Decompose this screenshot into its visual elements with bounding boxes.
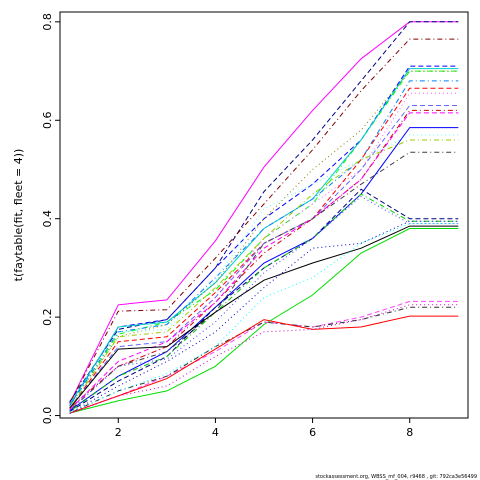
series-line-5 bbox=[69, 70, 459, 406]
footer-credit: stockassessment.org, WBSS_mf_004, r9468 … bbox=[315, 474, 477, 480]
series-line-25 bbox=[69, 315, 459, 414]
x-tick-label: 6 bbox=[309, 426, 316, 439]
x-tick-label: 4 bbox=[212, 426, 219, 439]
y-tick-label: 0.0 bbox=[41, 407, 54, 425]
series-line-14 bbox=[69, 127, 459, 412]
series-line-16 bbox=[69, 139, 459, 409]
series-line-12 bbox=[69, 109, 459, 409]
x-tick-label: 2 bbox=[115, 426, 122, 439]
x-axis: 2 4 6 8 bbox=[115, 418, 413, 439]
series-layer bbox=[69, 21, 459, 415]
y-tick-label: 0.6 bbox=[41, 112, 54, 129]
series-line-18 bbox=[69, 188, 459, 413]
series-line-2 bbox=[69, 21, 459, 403]
series-line-19 bbox=[69, 193, 459, 413]
series-line-11 bbox=[69, 105, 459, 409]
series-line-24 bbox=[69, 306, 459, 414]
series-line-4 bbox=[69, 65, 459, 406]
series-line-13 bbox=[69, 112, 459, 410]
series-line-20 bbox=[69, 225, 459, 409]
x-tick-label: 8 bbox=[406, 426, 413, 439]
series-line-23 bbox=[69, 300, 459, 414]
y-axis-label: t(faytable(fit, fleet = 4)) bbox=[12, 149, 25, 282]
series-line-17 bbox=[69, 151, 459, 411]
y-tick-label: 0.8 bbox=[41, 13, 54, 31]
series-line-8 bbox=[69, 80, 459, 406]
series-line-28 bbox=[69, 223, 459, 414]
series-line-1 bbox=[69, 21, 459, 404]
series-line-26 bbox=[69, 304, 459, 415]
series-line-10 bbox=[69, 92, 459, 408]
y-axis: 0.0 0.2 0.4 0.6 0.8 bbox=[41, 13, 60, 424]
plot-frame bbox=[59, 11, 469, 419]
y-tick-label: 0.2 bbox=[41, 308, 54, 326]
y-tick-label: 0.4 bbox=[41, 210, 54, 228]
series-line-15 bbox=[69, 134, 459, 407]
series-line-6 bbox=[69, 68, 459, 405]
series-line-3 bbox=[69, 38, 459, 404]
series-line-21 bbox=[69, 228, 459, 414]
series-line-27 bbox=[69, 220, 459, 414]
